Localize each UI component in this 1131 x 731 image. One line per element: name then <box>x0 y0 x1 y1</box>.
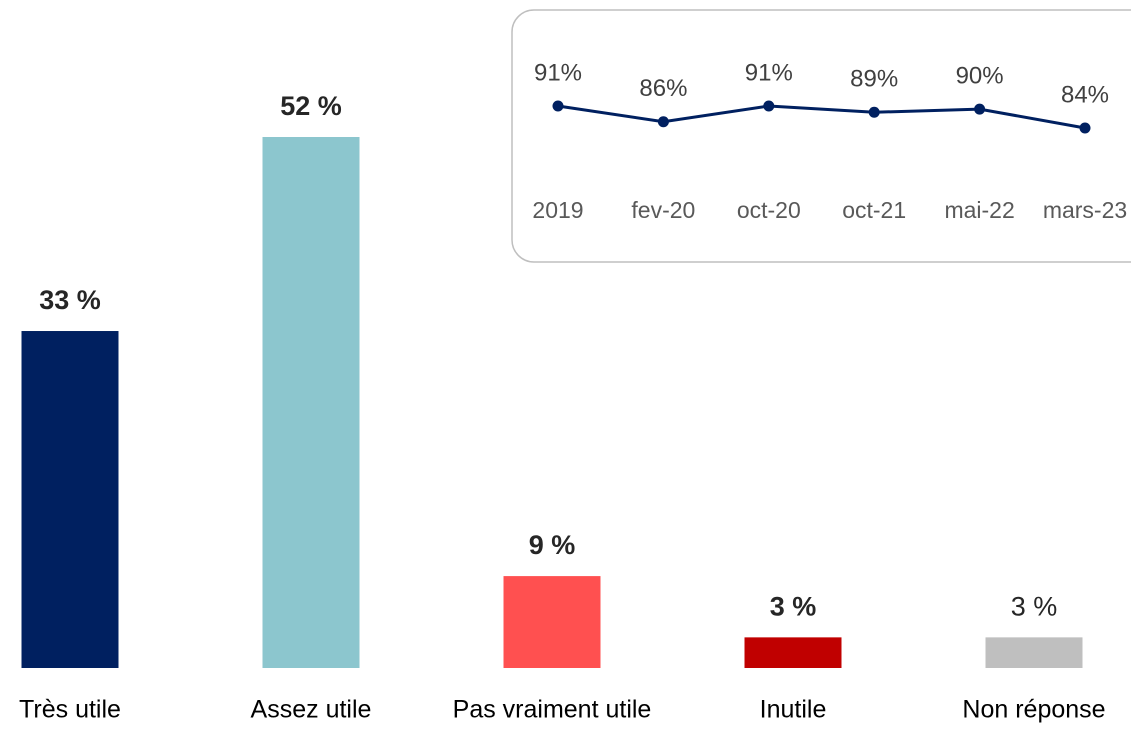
value-label: 91% <box>534 59 582 86</box>
point <box>1079 122 1091 134</box>
category-label: 2019 <box>532 197 583 223</box>
value-label: 9 % <box>529 530 576 560</box>
value-label: 91% <box>745 59 793 86</box>
category-label: mars-23 <box>1043 197 1127 223</box>
bar <box>744 637 842 668</box>
value-label: 86% <box>639 75 687 102</box>
point <box>657 116 669 128</box>
category-label: mai-22 <box>944 197 1014 223</box>
value-label: 89% <box>850 66 898 93</box>
inset-frame <box>511 9 1131 263</box>
bar <box>503 576 601 668</box>
point <box>763 100 775 112</box>
category-label: oct-20 <box>737 197 801 223</box>
point <box>974 103 986 115</box>
value-label: 90% <box>956 62 1004 89</box>
point <box>868 106 880 118</box>
value-label: 84% <box>1061 81 1109 108</box>
point <box>552 100 564 112</box>
value-label: 33 % <box>39 285 101 315</box>
value-label: 52 % <box>280 91 342 121</box>
category-label: Inutile <box>760 696 827 724</box>
bar <box>262 137 360 668</box>
category-label: Non réponse <box>962 696 1105 724</box>
value-label: 3 % <box>1011 591 1058 621</box>
value-label: 3 % <box>770 591 817 621</box>
bar <box>21 331 119 668</box>
category-label: fev-20 <box>631 197 695 223</box>
bar <box>985 637 1083 668</box>
category-label: Très utile <box>19 696 121 724</box>
category-label: oct-21 <box>842 197 906 223</box>
line <box>557 104 1086 130</box>
category-label: Assez utile <box>251 696 372 724</box>
category-label: Pas vraiment utile <box>453 696 652 724</box>
